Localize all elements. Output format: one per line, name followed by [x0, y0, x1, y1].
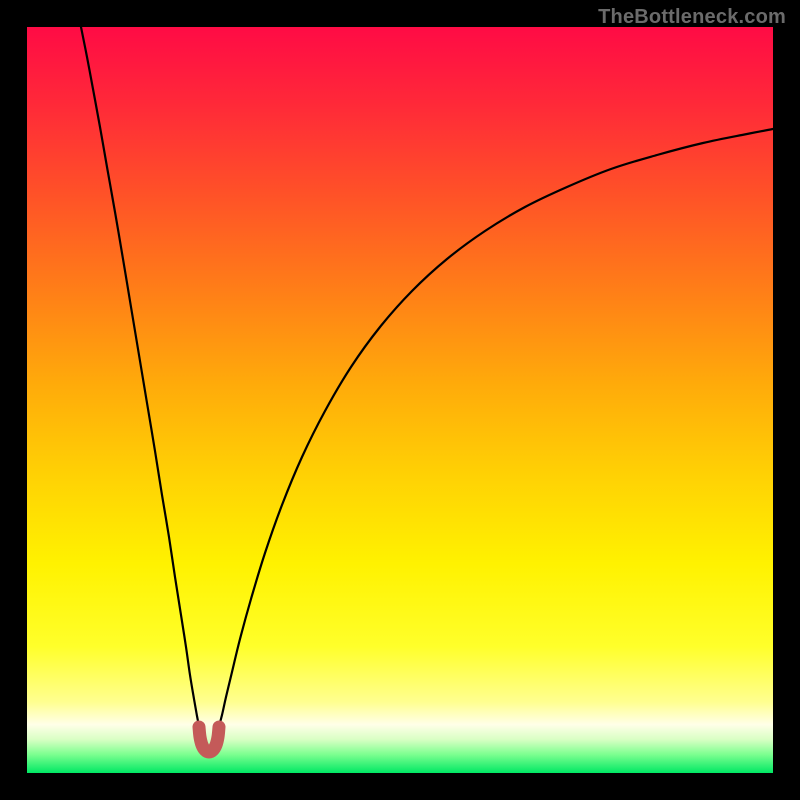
watermark-text: TheBottleneck.com [598, 6, 786, 29]
plot-area [27, 27, 773, 773]
chart-frame: TheBottleneck.com [0, 0, 800, 800]
gradient-background [27, 27, 773, 773]
